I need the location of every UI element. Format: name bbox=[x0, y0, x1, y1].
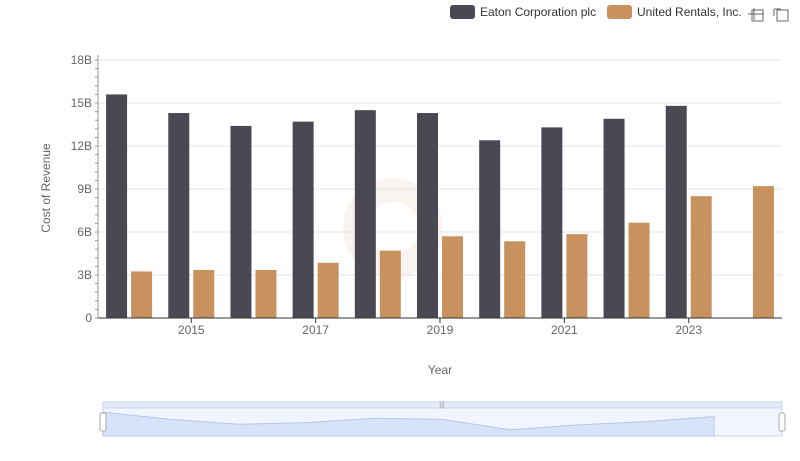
legend-swatch[interactable] bbox=[450, 5, 475, 19]
slider-grip-icon[interactable]: ||| bbox=[439, 402, 445, 409]
y-tick-label: 6B bbox=[77, 225, 92, 239]
bar-united-rentals[interactable] bbox=[566, 234, 588, 318]
toolbar bbox=[748, 8, 789, 22]
bar-united-rentals[interactable] bbox=[752, 186, 774, 318]
axes: 0 3B 6B 9B 12B 15B 18B 2015 2017 2019 2021 2023 bbox=[71, 53, 782, 337]
bar-united-rentals[interactable] bbox=[504, 241, 526, 318]
x-axis-title: Year bbox=[428, 363, 452, 377]
bar-united-rentals[interactable] bbox=[442, 236, 463, 318]
bar-eaton[interactable] bbox=[106, 94, 128, 319]
bar-eaton[interactable] bbox=[603, 118, 625, 319]
bar-eaton[interactable] bbox=[168, 113, 190, 319]
bar-united-rentals[interactable] bbox=[193, 269, 215, 318]
bar-united-rentals[interactable] bbox=[379, 250, 401, 318]
bar-united-rentals[interactable] bbox=[255, 269, 277, 318]
y-tick-label: 15B bbox=[71, 96, 92, 110]
slider-handle-right[interactable] bbox=[778, 412, 786, 432]
x-tick-label: 2015 bbox=[178, 323, 205, 337]
bar-united-rentals[interactable] bbox=[317, 262, 339, 318]
y-tick-label: 3B bbox=[77, 268, 92, 282]
bar-eaton[interactable] bbox=[479, 140, 501, 318]
y-tick-label: 9B bbox=[77, 182, 92, 196]
bar-united-rentals[interactable] bbox=[131, 271, 153, 318]
bar-eaton[interactable] bbox=[417, 113, 438, 319]
slider-preview-area bbox=[102, 411, 715, 437]
bar-eaton[interactable] bbox=[541, 127, 563, 318]
data-zoom-slider[interactable]: ||| bbox=[99, 401, 786, 437]
slider-handle-left[interactable] bbox=[99, 412, 107, 432]
y-tick-label: 0 bbox=[85, 311, 92, 325]
bar-eaton[interactable] bbox=[665, 105, 687, 318]
legend: Eaton Corporation plc United Rentals, Inc… bbox=[450, 5, 742, 19]
bar-eaton[interactable] bbox=[230, 125, 252, 318]
y-tick-label: 12B bbox=[71, 139, 92, 153]
y-tick-label: 18B bbox=[71, 53, 92, 67]
x-tick-label: 2023 bbox=[675, 323, 702, 337]
legend-swatch[interactable] bbox=[607, 5, 632, 19]
legend-label[interactable]: United Rentals, Inc. bbox=[637, 5, 742, 19]
y-axis-title: Cost of Revenue bbox=[39, 143, 53, 233]
x-tick-label: 2021 bbox=[551, 323, 578, 337]
bars bbox=[106, 94, 774, 319]
x-tick-label: 2019 bbox=[427, 323, 454, 337]
zoom-icon[interactable] bbox=[748, 8, 764, 22]
bar-eaton[interactable] bbox=[292, 121, 314, 318]
zoom-reset-icon[interactable] bbox=[773, 8, 789, 22]
bar-united-rentals[interactable] bbox=[628, 222, 650, 318]
bar-united-rentals[interactable] bbox=[690, 196, 712, 318]
legend-label[interactable]: Eaton Corporation plc bbox=[480, 5, 596, 19]
bar-eaton[interactable] bbox=[354, 110, 376, 319]
x-tick-label: 2017 bbox=[302, 323, 329, 337]
